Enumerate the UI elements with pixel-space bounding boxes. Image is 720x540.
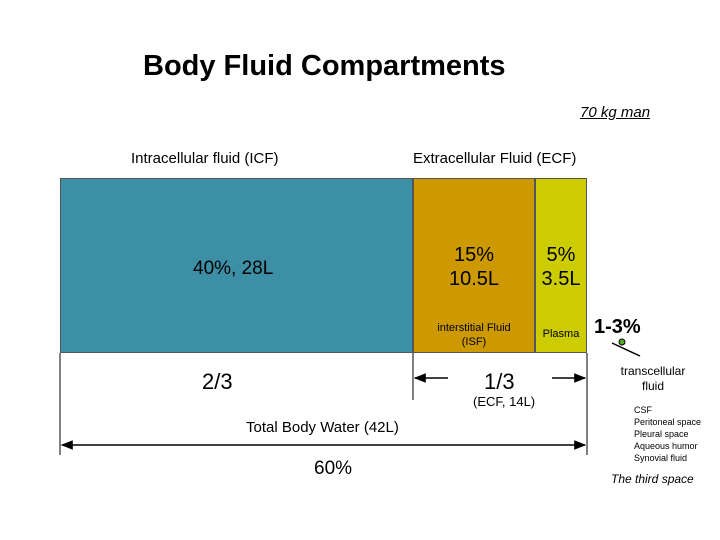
ecf-fraction-note: (ECF, 14L) bbox=[473, 394, 536, 409]
transcellular-label: transcellular fluid bbox=[608, 364, 698, 394]
list-item: Pleural space bbox=[634, 429, 689, 439]
total-label: Total Body Water (42L) bbox=[246, 419, 399, 436]
list-item: Synovial fluid bbox=[634, 453, 688, 463]
plasma-label: Plasma bbox=[542, 328, 580, 340]
transcellular-pointer bbox=[611, 342, 641, 357]
list-item: Peritoneal space bbox=[634, 417, 702, 427]
transcellular-list: CSF Peritoneal space Pleural space Aqueo… bbox=[634, 404, 701, 464]
plasma-box: 5% 3.5L Plasma bbox=[535, 178, 587, 353]
transcellular-percent: 1-3% bbox=[594, 316, 641, 338]
ecf-fraction: 1/3 bbox=[484, 369, 515, 394]
isf-percent: 15% bbox=[453, 244, 495, 266]
ecf-header: Extracellular Fluid (ECF) bbox=[413, 150, 577, 167]
transcellular-label-line2: fluid bbox=[641, 379, 664, 393]
transcellular-dot bbox=[618, 338, 626, 346]
plasma-percent: 5% bbox=[546, 244, 576, 266]
isf-volume: 10.5L bbox=[448, 268, 500, 290]
isf-box: 15% 10.5L interstitial Fluid (ISF) bbox=[413, 178, 535, 353]
isf-label-abbr: (ISF) bbox=[461, 336, 487, 348]
page-title: Body Fluid Compartments bbox=[143, 50, 506, 82]
plasma-volume: 3.5L bbox=[541, 268, 581, 290]
transcellular-label-line1: transcellular bbox=[620, 364, 686, 378]
total-percent: 60% bbox=[314, 458, 353, 479]
list-item: Aqueous humor bbox=[634, 441, 698, 451]
third-space-label: The third space bbox=[611, 472, 694, 486]
icf-value: 40%, 28L bbox=[193, 258, 274, 279]
list-item: CSF bbox=[634, 405, 652, 415]
icf-header: Intracellular fluid (ICF) bbox=[131, 150, 279, 167]
icf-fraction: 2/3 bbox=[202, 369, 233, 394]
icf-box: 40%, 28L bbox=[60, 178, 413, 353]
isf-label: interstitial Fluid bbox=[437, 322, 511, 334]
subtitle: 70 kg man bbox=[580, 104, 651, 121]
